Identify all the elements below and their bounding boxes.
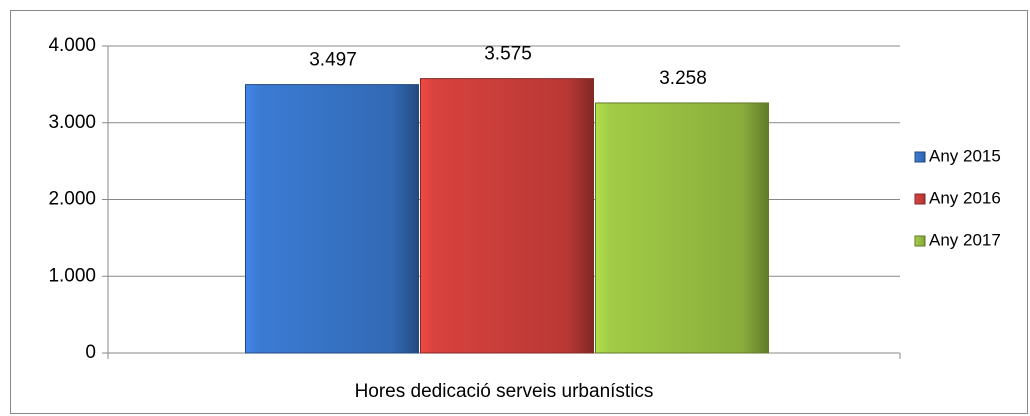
bar [245, 84, 419, 354]
y-tick-label: 2.000 [48, 189, 96, 210]
legend-label: Any 2017 [929, 230, 1001, 249]
y-tick-label: 0 [85, 342, 96, 363]
legend-swatch [914, 235, 926, 247]
y-tick-label: 4.000 [48, 35, 96, 56]
data-label: 3.497 [309, 50, 357, 71]
legend-label: Any 2015 [929, 146, 1001, 165]
bar [595, 102, 769, 354]
data-label: 3.258 [659, 68, 707, 89]
data-label: 3.575 [484, 44, 532, 65]
legend-label: Any 2016 [929, 188, 1001, 207]
y-tick-label: 3.000 [48, 112, 96, 133]
bar [420, 78, 594, 354]
legend-swatch [914, 151, 926, 163]
y-tick-label: 1.000 [48, 265, 96, 286]
legend-swatch [914, 193, 926, 205]
x-tick-label: Hores dedicació serveis urbanístics [355, 381, 654, 402]
